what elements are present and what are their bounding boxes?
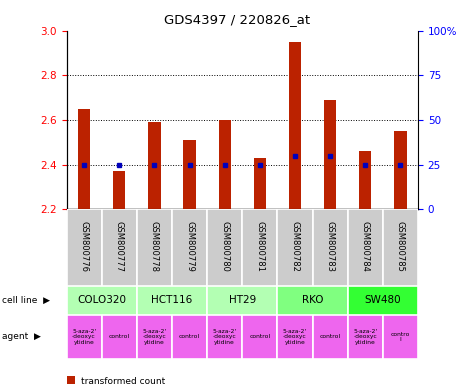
Bar bbox=[289, 42, 301, 209]
Text: control: control bbox=[249, 334, 270, 339]
Bar bbox=[148, 122, 161, 209]
Text: 5-aza-2'
-deoxyc
ytidine: 5-aza-2' -deoxyc ytidine bbox=[283, 329, 307, 345]
Text: COLO320: COLO320 bbox=[77, 295, 126, 306]
Bar bbox=[359, 151, 371, 209]
Bar bbox=[113, 171, 125, 209]
Bar bbox=[102, 209, 137, 286]
Bar bbox=[348, 209, 383, 286]
Text: GSM800779: GSM800779 bbox=[185, 221, 194, 271]
Bar bbox=[137, 286, 207, 315]
Text: cell line  ▶: cell line ▶ bbox=[2, 296, 50, 305]
Text: GSM800777: GSM800777 bbox=[115, 221, 124, 271]
Text: 5-aza-2'
-deoxyc
ytidine: 5-aza-2' -deoxyc ytidine bbox=[213, 329, 237, 345]
Bar bbox=[218, 120, 231, 209]
Bar bbox=[66, 209, 102, 286]
Text: agent  ▶: agent ▶ bbox=[2, 333, 41, 341]
Text: contro
l: contro l bbox=[391, 331, 410, 343]
Bar bbox=[207, 315, 242, 359]
Text: SW480: SW480 bbox=[364, 295, 401, 306]
Bar bbox=[78, 109, 90, 209]
Text: HCT116: HCT116 bbox=[152, 295, 192, 306]
Bar bbox=[102, 315, 137, 359]
Bar bbox=[66, 286, 137, 315]
Bar bbox=[137, 315, 172, 359]
Bar bbox=[383, 209, 418, 286]
Bar bbox=[66, 315, 102, 359]
Bar bbox=[137, 209, 172, 286]
Bar bbox=[348, 315, 383, 359]
Text: 5-aza-2'
-deoxyc
ytidine: 5-aza-2' -deoxyc ytidine bbox=[142, 329, 166, 345]
Bar bbox=[324, 100, 336, 209]
Text: GSM800785: GSM800785 bbox=[396, 221, 405, 271]
Bar bbox=[277, 315, 313, 359]
Text: GSM800783: GSM800783 bbox=[326, 221, 334, 271]
Text: 5-aza-2'
-deoxyc
ytidine: 5-aza-2' -deoxyc ytidine bbox=[72, 329, 96, 345]
Bar bbox=[242, 209, 277, 286]
Text: control: control bbox=[179, 334, 200, 339]
Bar bbox=[242, 315, 277, 359]
Text: 5-aza-2'
-deoxyc
ytidine: 5-aza-2' -deoxyc ytidine bbox=[353, 329, 377, 345]
Text: transformed count: transformed count bbox=[81, 377, 165, 384]
Bar bbox=[172, 315, 207, 359]
Bar bbox=[254, 158, 266, 209]
Text: GSM800781: GSM800781 bbox=[256, 221, 264, 271]
Bar bbox=[394, 131, 407, 209]
Text: control: control bbox=[109, 334, 130, 339]
Bar bbox=[348, 286, 418, 315]
Bar bbox=[172, 209, 207, 286]
Text: GSM800776: GSM800776 bbox=[80, 221, 88, 271]
Bar bbox=[383, 315, 418, 359]
Bar bbox=[183, 140, 196, 209]
Text: HT29: HT29 bbox=[228, 295, 256, 306]
Bar bbox=[207, 209, 242, 286]
Bar bbox=[277, 286, 348, 315]
Text: GSM800780: GSM800780 bbox=[220, 221, 229, 271]
Text: GSM800778: GSM800778 bbox=[150, 221, 159, 271]
Text: control: control bbox=[320, 334, 341, 339]
Bar bbox=[313, 209, 348, 286]
Bar bbox=[277, 209, 313, 286]
Text: GSM800782: GSM800782 bbox=[291, 221, 299, 271]
Text: GSM800784: GSM800784 bbox=[361, 221, 370, 271]
Text: GDS4397 / 220826_at: GDS4397 / 220826_at bbox=[164, 13, 311, 26]
Bar bbox=[313, 315, 348, 359]
Text: RKO: RKO bbox=[302, 295, 323, 306]
Bar bbox=[207, 286, 277, 315]
